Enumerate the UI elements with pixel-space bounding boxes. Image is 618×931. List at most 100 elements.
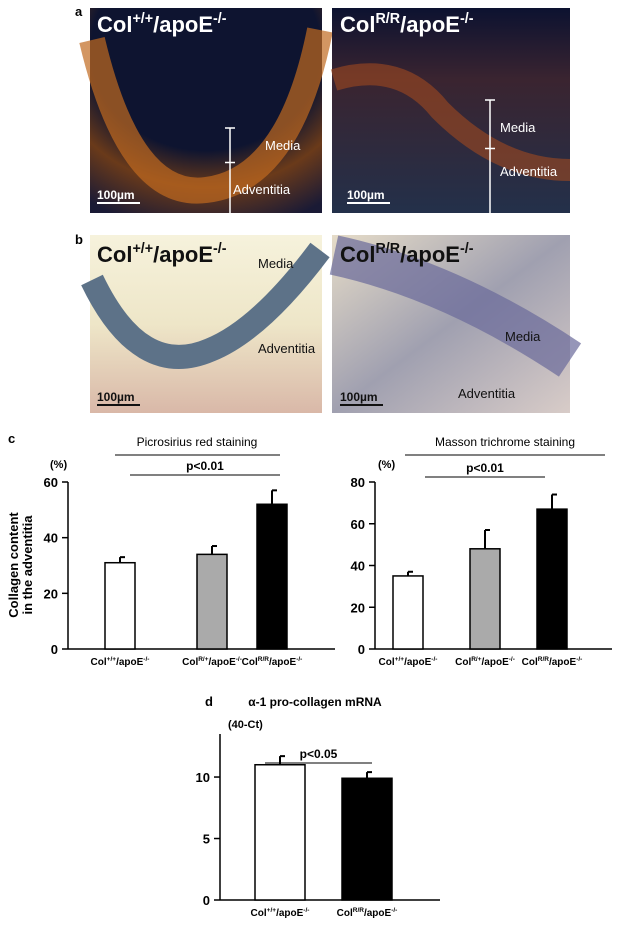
micrograph-label: Col+/+/apoE-/- [97, 11, 227, 37]
tissue [79, 27, 333, 204]
panel-letter: d [205, 694, 213, 709]
label-part: -/- [236, 656, 242, 663]
label-part: -/- [143, 656, 149, 663]
label-part: +/+ [132, 241, 153, 257]
x-tick-label: ColR/+/apoE-/- [182, 656, 242, 668]
label-part: -/- [391, 907, 397, 914]
label-part: /apoE [116, 657, 144, 668]
bar [196, 553, 228, 650]
bar [392, 575, 424, 650]
label-part: -/- [460, 241, 474, 257]
bar [104, 561, 136, 650]
label-part: +/+ [395, 656, 405, 663]
panel-letter: b [75, 232, 83, 247]
label-part: /apoE [153, 12, 213, 37]
label-part: R/R [353, 907, 365, 914]
layer-label: Adventitia [233, 182, 291, 197]
layer-label: Adventitia [458, 386, 516, 401]
significance-label: p<0.05 [300, 747, 338, 761]
label-part: /apoE [364, 908, 392, 919]
label-part: Col [455, 657, 471, 668]
x-tick-label: ColR/R/apoE-/- [242, 656, 303, 668]
label-part: Col [340, 12, 375, 37]
label-part: R/+ [471, 656, 482, 663]
x-tick-label: ColR/R/apoE-/- [522, 656, 583, 668]
significance-label: p<0.01 [186, 459, 224, 473]
y-tick-label: 40 [44, 531, 58, 546]
y-tick-label: 60 [351, 517, 365, 532]
x-tick-label: Col+/+/apoE-/- [379, 656, 438, 668]
y-axis-label: Collagen content [6, 512, 21, 618]
label-part: Col [91, 657, 107, 668]
layer-label: Media [500, 120, 536, 135]
scale-label: 100µm [347, 188, 385, 202]
scale-label: 100µm [340, 390, 378, 404]
label-part: -/- [213, 11, 227, 27]
y-tick-label: 0 [358, 642, 365, 657]
y-tick-label: 40 [351, 559, 365, 574]
layer-label: Media [258, 256, 294, 271]
x-tick-label: Col+/+/apoE-/- [91, 656, 150, 668]
label-part: /apoE [482, 657, 510, 668]
label-part: /apoE [404, 657, 432, 668]
unit-label: (%) [378, 459, 395, 471]
micrographs [79, 8, 582, 413]
label-part: +/+ [107, 656, 117, 663]
label-part: /apoE [209, 657, 237, 668]
y-tick-label: 80 [351, 475, 365, 490]
label-part: -/- [303, 907, 309, 914]
label-part: Col [340, 242, 375, 267]
label-part: Col [97, 12, 132, 37]
label-part: Col [251, 908, 267, 919]
bar [254, 763, 306, 901]
scale-label: 100µm [97, 390, 135, 404]
label-part: +/+ [267, 907, 277, 914]
label-part: R/R [375, 11, 400, 27]
label-part: -/- [576, 656, 582, 663]
y-tick-label: 10 [196, 770, 210, 785]
label-part: -/- [509, 656, 515, 663]
label-part: Col [182, 657, 198, 668]
label-part: /apoE [153, 242, 213, 267]
label-part: -/- [296, 656, 302, 663]
micrograph-label: ColR/R/apoE-/- [340, 11, 474, 37]
label-part: Col [522, 657, 538, 668]
y-tick-label: 0 [203, 893, 210, 908]
tissue [81, 242, 330, 369]
chart-title: Masson trichrome staining [435, 435, 575, 449]
label-part: /apoE [269, 657, 297, 668]
micrograph-label: ColR/R/apoE-/- [340, 241, 474, 267]
label-part: R/R [538, 656, 550, 663]
label-part: Col [337, 908, 353, 919]
unit-label: (40-Ct) [228, 719, 263, 731]
panel-letter: c [8, 431, 15, 446]
layer-label: Media [265, 138, 301, 153]
y-tick-label: 20 [44, 586, 58, 601]
y-tick-label: 0 [51, 642, 58, 657]
y-tick-label: 20 [351, 600, 365, 615]
tissue [330, 63, 571, 181]
unit-label: (%) [50, 459, 67, 471]
label-part: -/- [213, 241, 227, 257]
label-part: Col [242, 657, 258, 668]
y-tick-label: 5 [203, 832, 210, 847]
significance-label: p<0.01 [466, 461, 504, 475]
label-part: Col [379, 657, 395, 668]
panel-letter: a [75, 4, 83, 19]
micrograph-label: Col+/+/apoE-/- [97, 241, 227, 267]
x-tick-label: ColR/+/apoE-/- [455, 656, 515, 668]
layer-label: Media [505, 329, 541, 344]
label-part: R/+ [198, 656, 209, 663]
label-part: /apoE [400, 12, 460, 37]
bar [341, 777, 393, 901]
label-part: /apoE [400, 242, 460, 267]
bar [469, 548, 501, 650]
label-part: -/- [460, 11, 474, 27]
y-tick-label: 60 [44, 475, 58, 490]
label-part: Col [97, 242, 132, 267]
bar [256, 503, 288, 650]
x-tick-label: Col+/+/apoE-/- [251, 907, 310, 919]
y-axis-label: in the adventitia [20, 515, 35, 615]
chart-title: α-1 pro-collagen mRNA [248, 695, 382, 709]
